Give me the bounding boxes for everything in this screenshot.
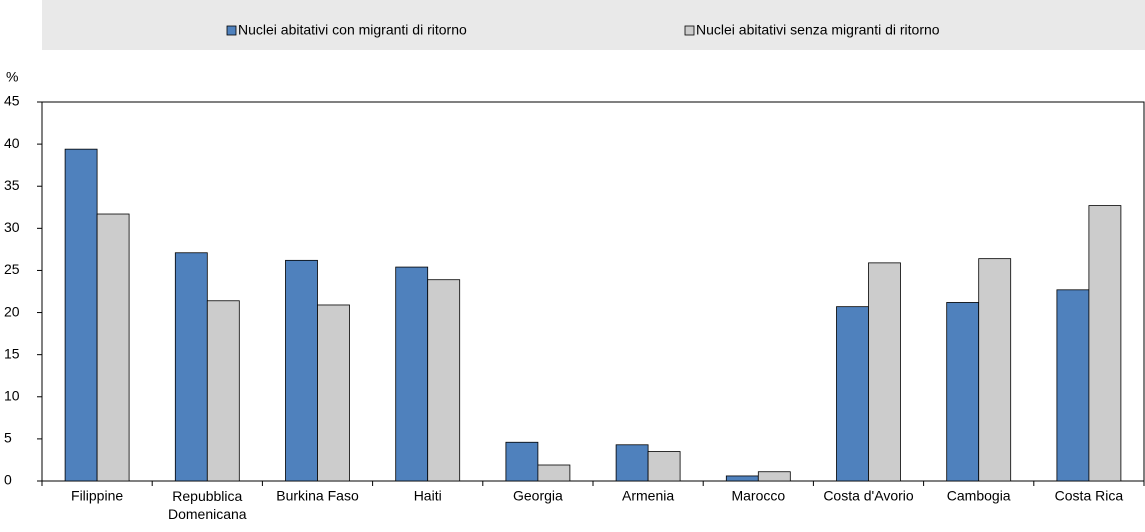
- bar: [64, 148, 98, 482]
- bar: [978, 258, 1012, 482]
- y-tick-label: 20: [4, 303, 20, 319]
- x-tick-label: Haiti: [414, 488, 442, 504]
- x-tick-label: Costa Rica: [1055, 488, 1124, 504]
- bar: [647, 451, 681, 482]
- x-tick-label: Burkina Faso: [276, 488, 359, 504]
- legend-band: [42, 0, 1145, 50]
- x-tick-label: Armenia: [622, 488, 674, 504]
- y-tick-label: 0: [4, 472, 12, 488]
- legend-swatch: [226, 25, 237, 36]
- bar: [946, 302, 980, 482]
- bar: [537, 464, 571, 482]
- y-tick-label: 15: [4, 345, 20, 361]
- legend-swatch: [684, 25, 695, 36]
- bar: [757, 471, 791, 482]
- bar: [615, 444, 649, 482]
- y-tick-label: 45: [4, 93, 20, 109]
- bar: [1088, 205, 1122, 482]
- bar: [285, 259, 318, 482]
- bar: [427, 279, 461, 482]
- y-tick-label: 35: [4, 177, 20, 193]
- x-tick-label: Cambogia: [947, 488, 1011, 504]
- x-tick-label: Marocco: [731, 488, 785, 504]
- bar: [505, 441, 539, 482]
- y-tick-label: 30: [4, 219, 20, 235]
- y-unit-label: %: [6, 69, 18, 85]
- bar: [868, 262, 901, 482]
- bar: [1056, 289, 1090, 482]
- bar: [836, 306, 869, 482]
- bar: [725, 475, 759, 482]
- bar: [96, 213, 130, 482]
- bar: [174, 252, 208, 482]
- x-tick-label: Repubblica Domenicana: [168, 488, 247, 522]
- y-tick-label: 40: [4, 135, 20, 151]
- x-tick-label: Filippine: [71, 488, 123, 504]
- legend-label: Nuclei abitativi senza migranti di ritor…: [696, 22, 940, 38]
- bar: [317, 304, 350, 482]
- y-tick-label: 25: [4, 261, 20, 277]
- bar: [206, 300, 240, 482]
- y-tick-label: 10: [4, 387, 20, 403]
- legend-label: Nuclei abitativi con migranti di ritorno: [238, 22, 467, 38]
- bar: [395, 266, 429, 482]
- y-tick-label: 5: [4, 430, 12, 446]
- x-tick-label: Costa d'Avorio: [823, 488, 914, 504]
- x-tick-label: Georgia: [513, 488, 563, 504]
